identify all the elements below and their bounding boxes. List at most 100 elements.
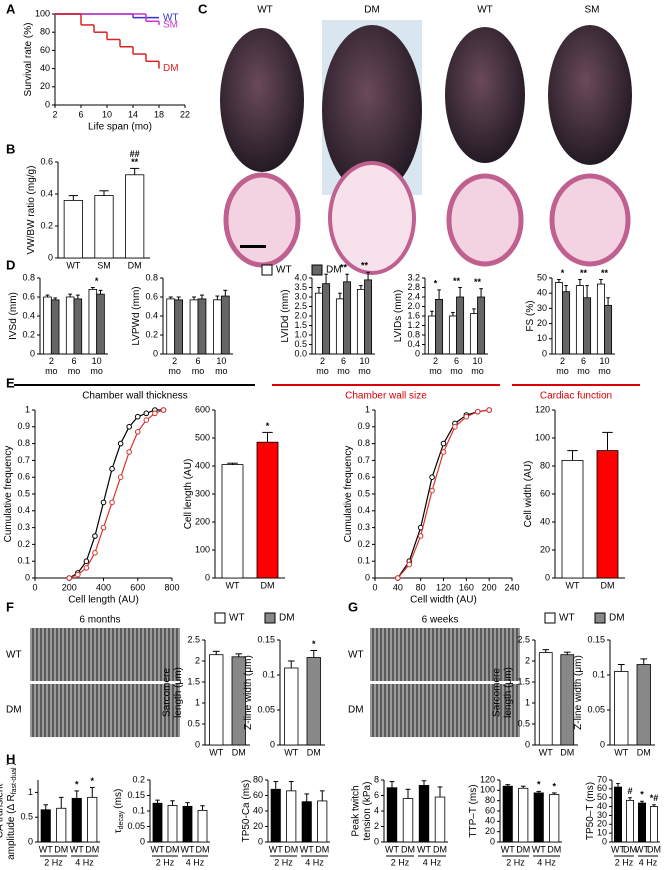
y-label: Cell length (AU) <box>183 459 194 530</box>
x-tick-label: DM <box>315 844 329 854</box>
group-label: 4 Hz <box>75 857 94 867</box>
y-label-part: Cell length (AU) <box>183 459 194 530</box>
x-tick-label: 10 <box>102 109 112 119</box>
y-tick-label: 30 <box>537 303 547 313</box>
y-tick-label: 0 <box>365 572 370 582</box>
error-bar <box>212 650 220 655</box>
annotation: ** <box>361 261 369 271</box>
bar <box>65 296 75 355</box>
y-label-text: TTP–T (ms) <box>468 784 479 837</box>
y-label-part: IVSd (mm) <box>8 292 19 340</box>
bar <box>152 802 163 843</box>
x-tick-label: 0 <box>372 582 377 592</box>
y-tick-label: 0.8 <box>357 438 370 448</box>
bar <box>604 304 613 355</box>
y-label-text: amplitude (Δ Rfast-dual) <box>6 762 19 860</box>
point <box>109 499 115 506</box>
bar <box>538 652 553 746</box>
x-tick-label: DM <box>54 844 68 854</box>
x-tick-label: 6 <box>78 109 83 119</box>
bar <box>448 315 457 355</box>
x-tick-label: DM <box>261 580 275 590</box>
y-tick-label: 0 <box>415 348 420 358</box>
x-tick-label: WT <box>226 580 240 590</box>
y-tick-label: 120 <box>535 404 550 414</box>
bar <box>636 664 651 746</box>
y-label-part: Z-line width (μm) <box>573 655 584 730</box>
micrograph <box>30 684 180 737</box>
error-bar <box>405 788 411 799</box>
annotation: ** <box>601 268 609 278</box>
y-tick-label: 0 <box>545 572 550 582</box>
y-label-part: Cumulative frequency <box>343 446 354 543</box>
bar <box>301 801 312 843</box>
x-tick-label: 22 <box>180 109 190 119</box>
error-bar <box>430 310 434 316</box>
series-label: SM <box>163 20 178 31</box>
y-tick-label: 2 <box>525 655 530 665</box>
y-tick-label: 100 <box>195 544 210 554</box>
y-tick-label: 0 <box>270 739 275 749</box>
y-tick-label: 0.5 <box>517 718 530 728</box>
y-label-part: FS (%) <box>525 300 536 331</box>
x-tick-label: WT <box>39 844 53 854</box>
x-tick-label: WT <box>611 844 625 854</box>
y-tick-label: 0.0 <box>294 348 307 358</box>
y-label: τdecay(ms) <box>113 789 126 834</box>
error-bar <box>304 793 310 802</box>
x-tick-label: DM <box>560 747 574 757</box>
image-title: 6 months <box>79 615 120 626</box>
annotation: ** <box>340 263 348 273</box>
x-tick-label: DM <box>623 844 637 854</box>
bar <box>477 296 486 355</box>
y-tick-label: 40 <box>485 816 495 826</box>
error-bar <box>451 311 455 316</box>
x-tick-label: 2 mo <box>45 356 58 376</box>
error-bar <box>578 279 582 286</box>
x-tick-label: DM <box>647 844 661 854</box>
y-tick-label: 3.2 <box>407 272 420 282</box>
x-tick-label: 6 mo <box>337 356 350 376</box>
y-tick-label: 0.1 <box>262 669 275 679</box>
bar <box>189 299 199 355</box>
bar <box>63 199 83 259</box>
y-tick-label: 2 <box>195 655 200 665</box>
y-tick-label: 0.2 <box>132 774 145 784</box>
bar <box>596 283 605 355</box>
error-bar <box>585 285 589 298</box>
y-tick-label: 100 <box>480 785 495 795</box>
series-line <box>68 409 164 579</box>
image-label: SM <box>585 5 600 16</box>
error-bar <box>130 167 140 175</box>
x-tick-label: 2 mo <box>168 356 181 376</box>
y-tick-label: 20 <box>485 826 495 836</box>
bar <box>125 174 145 259</box>
group-label: 2 Hz <box>156 857 175 867</box>
section-label: Cardiac function <box>540 391 612 402</box>
x-tick-label: 6 mo <box>450 356 463 376</box>
y-label-text: Cumulative frequency <box>3 446 14 543</box>
legend-label: DM <box>279 613 295 624</box>
y-tick-label: 0.4 <box>40 188 53 198</box>
y-tick-label: 2.5 <box>187 634 200 644</box>
y-label: Z-line width (μm) <box>573 655 584 730</box>
error-bar <box>192 296 197 300</box>
y-tick-label: 20 <box>253 821 263 831</box>
bar <box>73 298 83 355</box>
bar <box>435 298 444 355</box>
error-bar <box>74 790 80 799</box>
error-bar <box>458 287 462 297</box>
y-tick-label: 0 <box>195 739 200 749</box>
y-tick-label: 100 <box>35 8 50 18</box>
y-tick-label: 0.7 <box>357 455 370 465</box>
x-tick-label: 200 <box>62 582 77 592</box>
y-tick-label: 0 <box>602 836 607 846</box>
error-bar <box>421 780 427 786</box>
y-label-part: tension (kPa) <box>362 782 373 841</box>
y-tick-label: 0.15 <box>257 634 275 644</box>
bar <box>96 293 105 355</box>
x-tick-label: DM <box>433 844 447 854</box>
point <box>406 561 413 568</box>
bar <box>317 800 328 843</box>
